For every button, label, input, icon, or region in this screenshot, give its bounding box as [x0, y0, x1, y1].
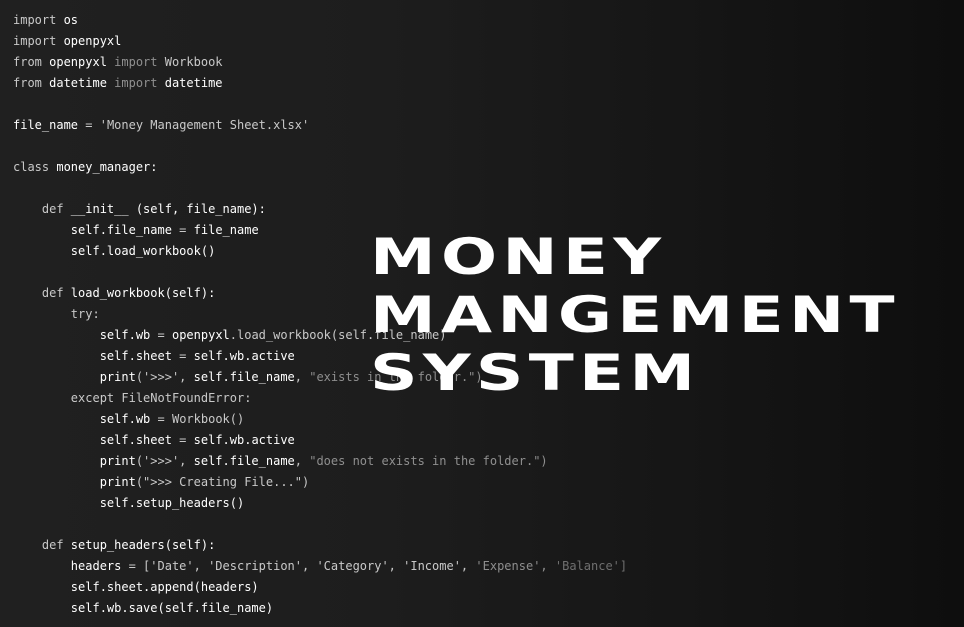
code-line: file_name = 'Money Management Sheet.xlsx…	[13, 115, 627, 136]
code-token: =	[150, 328, 172, 342]
headline-line: MONEY	[370, 228, 667, 286]
code-token: 'Money Management Sheet.xlsx'	[99, 118, 310, 132]
code-token: self.sheet	[13, 349, 172, 363]
code-line: self.setup_headers()	[13, 493, 627, 514]
code-token: =	[150, 412, 172, 426]
code-token: ('>>>',	[135, 454, 194, 468]
code-token: ,	[294, 370, 310, 384]
code-token: self.wb	[13, 328, 151, 342]
code-line: def __init__ (self, file_name):	[13, 199, 627, 220]
code-token: Workbook	[164, 55, 223, 69]
code-token: load_workbook(self):	[70, 286, 216, 300]
code-line: try:	[13, 304, 627, 325]
code-token: openpyxl	[63, 34, 122, 48]
code-token: def	[13, 202, 71, 216]
code-token: openpyxl	[171, 328, 230, 342]
code-token: (">>> Creating File...")	[135, 475, 310, 489]
code-token: print	[13, 370, 136, 384]
code-line: self.load_workbook()	[13, 241, 627, 262]
code-token: self.wb.save(self.file_name)	[13, 601, 274, 615]
code-token: self.wb	[13, 412, 151, 426]
code-token: file_name	[193, 223, 259, 237]
code-token: money_manager:	[56, 160, 158, 174]
code-token: print	[13, 475, 136, 489]
code-token: self.sheet.append(headers)	[13, 580, 259, 594]
headline-line: SYSTEM	[370, 344, 701, 402]
code-token: ('>>>',	[135, 370, 194, 384]
code-token: 'Balance']	[554, 559, 628, 573]
code-token: =	[171, 349, 194, 363]
code-token: ,	[294, 454, 310, 468]
code-token: try:	[13, 307, 100, 321]
code-token: self.wb.active	[193, 433, 295, 447]
code-line: from datetime import datetime	[13, 73, 627, 94]
code-token: "does not exists in the folder.")	[309, 454, 548, 468]
code-token: self.load_workbook()	[13, 244, 216, 258]
code-token: def	[13, 286, 71, 300]
code-line: self.wb.save(self.file_name)	[13, 598, 627, 619]
code-token: import	[106, 55, 165, 69]
code-token: openpyxl	[49, 55, 107, 69]
code-line	[13, 514, 627, 535]
code-token: os	[63, 13, 79, 27]
code-token: file_name	[13, 118, 79, 132]
code-token: except FileNotFoundError:	[13, 391, 252, 405]
code-line: print('>>>', self.file_name, "does not e…	[13, 451, 627, 472]
code-line: class money_manager:	[13, 157, 627, 178]
code-token: "exists in the folder.")	[309, 370, 483, 384]
code-line: self.file_name = file_name	[13, 220, 627, 241]
code-line: self.wb = openpyxl.load_workbook(self.fi…	[13, 325, 627, 346]
code-line: self.sheet.append(headers)	[13, 577, 627, 598]
code-line: self.sheet = self.wb.active	[13, 346, 627, 367]
code-line: import os	[13, 10, 627, 31]
code-token: import	[13, 34, 64, 48]
code-token: headers	[13, 559, 122, 573]
code-token: from	[13, 55, 50, 69]
code-line: def setup_headers(self):	[13, 535, 627, 556]
code-token: self.file_name	[193, 454, 295, 468]
code-token: from	[13, 76, 50, 90]
code-snippet: import os import openpyxl from openpyxl …	[13, 10, 627, 619]
code-token: .load_workbook(self.file_name)	[229, 328, 447, 342]
code-token: =	[171, 223, 194, 237]
code-line	[13, 136, 627, 157]
code-token: self.file_name	[193, 370, 295, 384]
code-token: =	[171, 433, 194, 447]
code-token: __init__ (self, file_name):	[70, 202, 266, 216]
code-token: setup_headers(self):	[70, 538, 216, 552]
code-line: self.sheet = self.wb.active	[13, 430, 627, 451]
code-token: import	[106, 76, 165, 90]
code-token: Workbook()	[171, 412, 245, 426]
code-line: headers = ['Date', 'Description', 'Categ…	[13, 556, 627, 577]
code-line: import openpyxl	[13, 31, 627, 52]
code-token: class	[13, 160, 57, 174]
code-token: 'Expense',	[475, 559, 555, 573]
code-token: datetime	[164, 76, 223, 90]
code-token: self.setup_headers()	[13, 496, 245, 510]
code-line: from openpyxl import Workbook	[13, 52, 627, 73]
code-token: self.wb.active	[193, 349, 295, 363]
code-token: def	[13, 538, 71, 552]
code-token: datetime	[49, 76, 107, 90]
code-line	[13, 178, 627, 199]
headline-title: MONEY MANGEMENT SYSTEM	[370, 228, 900, 402]
code-token: self.sheet	[13, 433, 172, 447]
code-token: import	[13, 13, 64, 27]
code-line: except FileNotFoundError:	[13, 388, 627, 409]
code-line: self.wb = Workbook()	[13, 409, 627, 430]
code-token: print	[13, 454, 136, 468]
code-line	[13, 94, 627, 115]
headline-line: MANGEMENT	[370, 286, 900, 344]
code-token: self.file_name	[13, 223, 172, 237]
code-token: = ['Date', 'Description', 'Category', 'I…	[121, 559, 476, 573]
code-line: def load_workbook(self):	[13, 283, 627, 304]
code-token: =	[78, 118, 100, 132]
code-line: print('>>>', self.file_name, "exists in …	[13, 367, 627, 388]
code-line: print(">>> Creating File...")	[13, 472, 627, 493]
